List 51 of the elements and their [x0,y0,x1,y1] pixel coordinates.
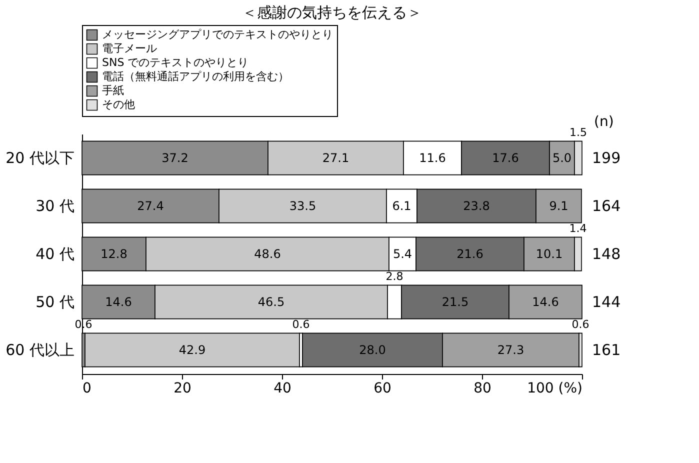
data-label: 21.5 [442,295,469,309]
data-label: 0.6 [572,318,590,331]
data-label: 42.9 [178,343,206,357]
data-label: 23.8 [463,199,490,213]
x-tick-label: 100 (%) [527,380,582,396]
data-label: 33.5 [289,199,316,213]
data-label: 1.5 [570,126,587,139]
data-label: 5.0 [552,151,572,165]
x-tick-label: 80 [474,380,492,396]
data-label: 28.0 [359,343,386,357]
x-tick-label: 20 [174,380,192,396]
data-label: 27.3 [497,343,524,357]
data-label: 27.1 [322,151,350,165]
data-label: 12.8 [100,247,128,261]
y-tick-label: 60 代以上 [6,341,74,359]
data-label: 46.5 [258,295,285,309]
data-label: 0.6 [292,318,310,331]
y-tick-label: 50 代 [36,293,74,311]
data-label: 37.2 [162,151,188,165]
data-label: 6.1 [392,199,412,213]
chart-title: ＜感謝の気持ちを伝える＞ [242,4,422,22]
legend-label: その他 [102,98,135,111]
data-label: 14.6 [532,295,559,309]
legend-label: 電子メール [102,42,157,55]
x-tick-label: 40 [274,380,292,396]
text: 148 [592,245,621,263]
y-tick-label: 20 代以下 [6,149,74,167]
data-label: 17.6 [492,151,519,165]
data-label: 2.8 [386,270,404,283]
data-label: 27.4 [137,199,164,213]
y-tick-label: 40 代 [36,245,74,263]
x-tick-label: 60 [374,380,392,396]
legend-label: 電話（無料通話アプリの利用を含む） [102,70,289,83]
data-label: 14.6 [105,295,132,309]
data-label: 21.6 [456,247,484,261]
x-tick-label: 0 [82,380,92,396]
text: (n) [594,114,614,130]
y-tick-label: 30 代 [36,197,74,215]
data-label: 11.6 [419,151,446,165]
text: 144 [592,293,621,311]
data-label: 9.1 [549,199,568,213]
data-label: 1.4 [569,222,587,235]
text: 199 [592,149,621,167]
text: 161 [592,341,621,359]
legend-label: SNS でのテキストのやりとり [102,56,249,69]
legend-label: 手紙 [102,84,124,97]
data-label: 5.4 [392,247,412,261]
data-label: 48.6 [254,247,281,261]
legend-label: メッセージングアプリでのテキストのやりとり [102,28,333,41]
text: 164 [592,197,621,215]
data-label: 10.1 [536,247,563,261]
